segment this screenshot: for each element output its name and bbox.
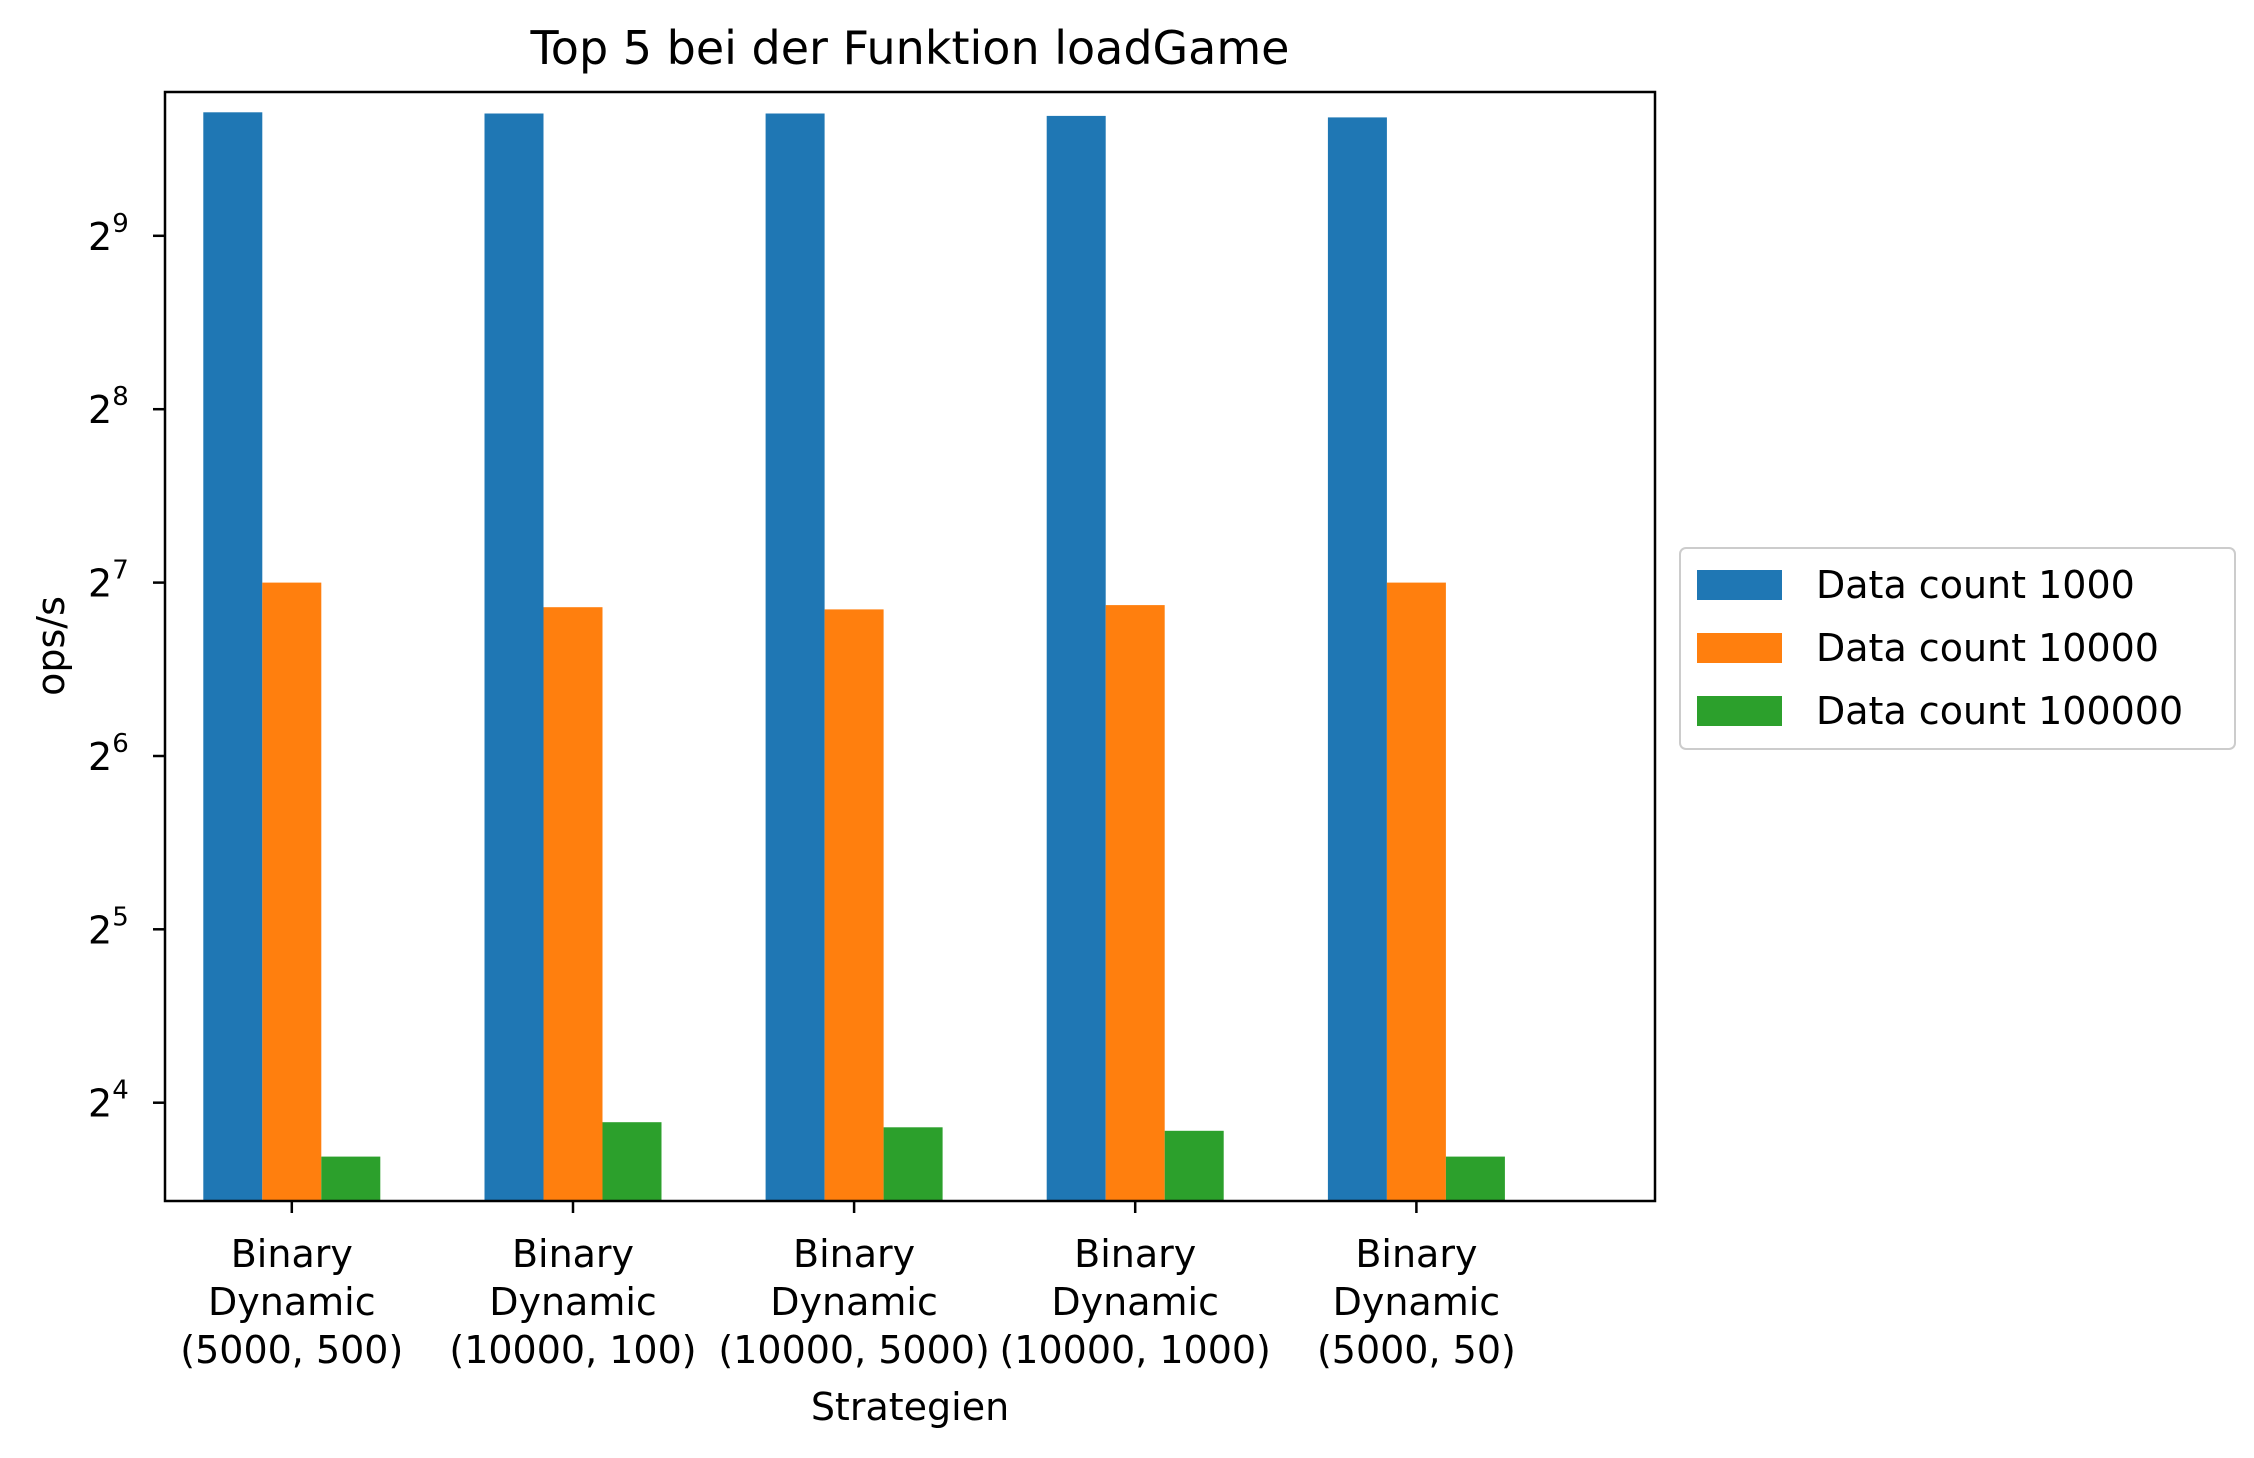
bar-series-2-cat-2 [543,607,603,1201]
bar-series-3-cat-2 [602,1122,662,1201]
x-axis: Binary Dynamic (5000, 500) Binary Dynamic (10… [180,1201,1516,1372]
bar-series-1-cat-2 [484,113,544,1201]
y-tick-label: 27 [88,556,129,606]
legend-label-3: Data count 100000 [1816,689,2183,733]
x-tick-label-3: Binary Dynamic (10000, 5000) [718,1232,989,1372]
plot-area [203,112,1505,1201]
legend-swatch-3 [1697,696,1782,726]
bar-series-1-cat-5 [1327,117,1387,1201]
y-tick-label: 26 [88,729,129,779]
bar-series-2-cat-1 [262,582,322,1201]
y-axis: 24 25 26 27 28 29 [88,209,165,1126]
legend-swatch-2 [1697,633,1782,663]
y-tick-label: 29 [88,209,129,259]
x-tick-label-5: Binary Dynamic (5000, 50) [1317,1232,1516,1372]
x-axis-label: Strategien [811,1385,1009,1429]
bar-series-1-cat-1 [203,112,263,1201]
y-tick-label: 25 [88,902,129,952]
legend: Data count 1000 Data count 10000 Data coun… [1679,547,2236,750]
legend-swatch-1 [1697,570,1782,600]
y-axis-label: ops/s [29,596,73,696]
y-tick-label: 28 [88,382,129,432]
plot-frame [163,90,1657,1203]
bar-series-2-cat-4 [1105,605,1165,1201]
legend-box [1679,547,2236,750]
bar-series-3-cat-3 [883,1127,943,1201]
bar-series-2-cat-5 [1386,582,1446,1201]
chart-title: Top 5 bei der Funktion loadGame [530,21,1290,75]
x-tick-label-1: Binary Dynamic (5000, 500) [180,1232,403,1372]
bar-series-3-cat-1 [321,1156,381,1201]
y-tick-label: 24 [88,1076,129,1126]
legend-label-1: Data count 1000 [1816,563,2135,607]
bar-series-1-cat-4 [1046,115,1106,1201]
x-tick-label-2: Binary Dynamic (10000, 100) [449,1232,696,1372]
legend-label-2: Data count 10000 [1816,626,2159,670]
x-tick-label-4: Binary Dynamic (10000, 1000) [999,1232,1270,1372]
bar-series-3-cat-5 [1445,1156,1505,1201]
bar-series-2-cat-3 [824,609,884,1201]
bar-series-1-cat-3 [765,113,825,1201]
bar-series-3-cat-4 [1164,1130,1224,1201]
